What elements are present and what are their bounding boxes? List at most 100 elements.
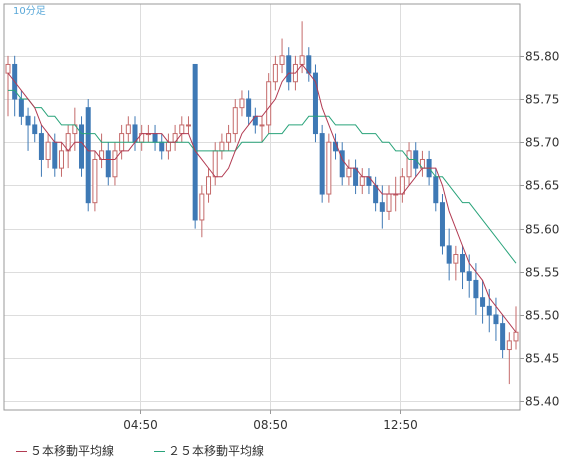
candle [112, 142, 118, 186]
candle-body [79, 124, 85, 169]
candle [272, 55, 278, 91]
candle-body [493, 314, 499, 325]
x-axis: 04:50 08:50 12:50 [123, 410, 418, 432]
candle [206, 168, 212, 203]
candle-body [246, 98, 252, 117]
candle [439, 194, 445, 255]
candle [266, 73, 272, 134]
candle-body [513, 331, 519, 342]
candle-body [446, 245, 452, 264]
candle [480, 280, 486, 324]
candle [466, 254, 472, 298]
candle-body [212, 150, 218, 178]
candle-body [433, 176, 439, 204]
candle-body [105, 150, 111, 178]
candle-body [439, 202, 445, 247]
x-tick-label: 08:50 [253, 418, 288, 432]
candle-body [125, 124, 131, 135]
candle-body [206, 176, 212, 195]
y-tick-label: 85.55 [525, 266, 559, 280]
candle-body [279, 55, 285, 65]
candle [85, 99, 91, 212]
candle [312, 64, 318, 143]
candle-body [239, 98, 245, 109]
candle-body [266, 81, 272, 126]
candle [92, 150, 98, 212]
candle [339, 142, 345, 186]
x-tick-label: 04:50 [123, 418, 158, 432]
candle [199, 185, 205, 238]
candle [232, 99, 238, 143]
x-tick-label: 12:50 [383, 418, 418, 432]
candle [506, 332, 512, 385]
candle [79, 116, 85, 177]
candle-body [58, 150, 64, 169]
candle [192, 63, 198, 229]
candle-body [466, 271, 472, 281]
y-tick-label: 85.40 [525, 395, 559, 409]
candle-body [312, 72, 318, 135]
candle-body [326, 141, 332, 195]
y-tick-label: 85.45 [525, 352, 559, 366]
timeframe-label: 10分足 [13, 5, 46, 17]
legend-ma25-label: ２５本移動平均線 [168, 444, 265, 458]
candle-body [32, 124, 38, 135]
candle [500, 314, 506, 359]
candle [279, 38, 285, 74]
candle-body [299, 55, 305, 65]
candle-body [453, 254, 459, 264]
legend-item-ma25: ２５本移動平均線 [154, 442, 264, 459]
candle-body [346, 167, 352, 178]
candle [239, 90, 245, 117]
candle-body [232, 107, 238, 135]
y-tick-label: 85.70 [525, 136, 559, 150]
candle [286, 47, 292, 91]
ma25-line [8, 89, 517, 264]
candle-body [259, 124, 265, 127]
candle-body [219, 141, 225, 152]
candle-body [386, 193, 392, 212]
candle [259, 116, 265, 143]
candle-body [339, 150, 345, 178]
candle-body [286, 55, 292, 83]
legend-ma5-label: ５本移動平均線 [30, 444, 115, 458]
y-tick-label: 85.65 [525, 179, 559, 193]
candle-body [5, 63, 11, 74]
candle-body [319, 133, 325, 195]
y-tick-label: 85.80 [525, 50, 559, 64]
candle [105, 142, 111, 186]
candle [185, 116, 191, 134]
legend-item-ma5: ５本移動平均線 [16, 442, 114, 459]
candle [453, 245, 459, 281]
candle-body [199, 193, 205, 221]
candle [319, 124, 325, 203]
candle-body [185, 124, 191, 127]
candle-body [406, 150, 412, 178]
candle-body [500, 323, 506, 351]
candle-body [52, 141, 58, 169]
candle-body [192, 63, 198, 221]
candle-body [85, 107, 91, 204]
y-tick-label: 85.75 [525, 93, 559, 107]
candle-body [460, 254, 466, 273]
ma5-swatch [16, 451, 27, 452]
candle-body [486, 305, 492, 316]
plot-frame [3, 3, 521, 411]
candle-body [25, 115, 31, 126]
candle [493, 297, 499, 341]
y-tick-label: 85.60 [525, 223, 559, 237]
candle-body [359, 176, 365, 186]
y-axis: 85.80 85.75 85.70 85.65 85.60 85.55 85.50 85.45… [520, 50, 559, 409]
candle-body [165, 141, 171, 152]
candle-body [473, 279, 479, 299]
candle-body [92, 158, 98, 204]
candle-body [272, 63, 278, 83]
candle [326, 133, 332, 203]
ma5-line [7, 63, 517, 333]
candle-body [45, 141, 51, 160]
candle [379, 185, 385, 229]
candle [460, 245, 466, 290]
candle-body [506, 340, 512, 351]
